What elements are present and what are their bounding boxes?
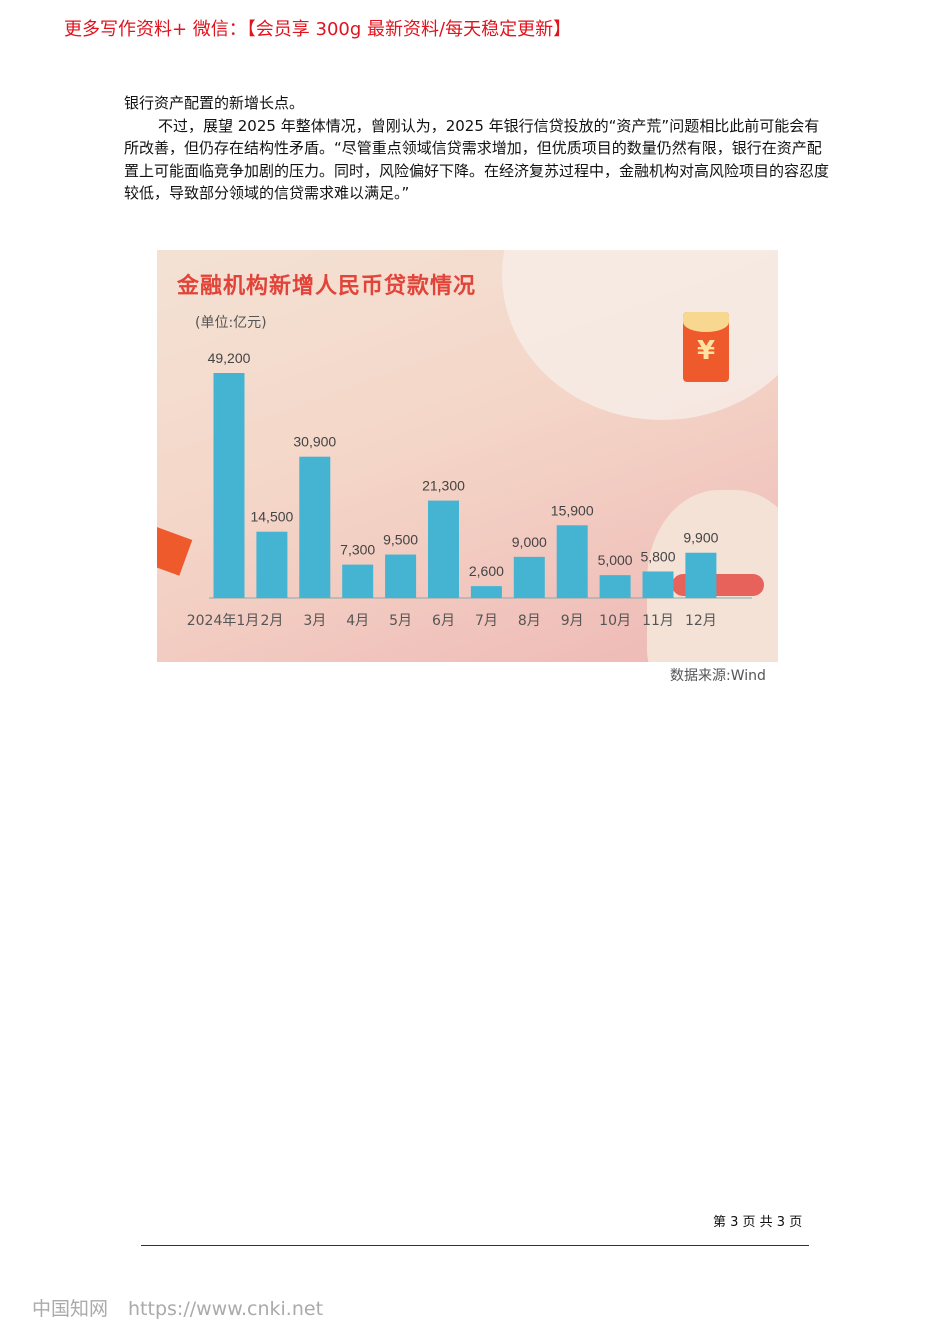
data-label: 5,000: [598, 552, 633, 568]
footer-divider: [141, 1245, 809, 1246]
article-body: 银行资产配置的新增长点。 不过，展望 2025 年整体情况，曾刚认为，2025 …: [124, 92, 830, 205]
page-number: 第 3 页 共 3 页: [713, 1215, 803, 1230]
x-tick-label: 8月: [518, 613, 541, 629]
bar: [642, 571, 674, 598]
data-label: 14,500: [250, 509, 293, 525]
x-tick-label: 10月: [599, 613, 631, 629]
data-label: 9,000: [512, 534, 547, 550]
data-label: 2,600: [469, 563, 504, 579]
bar: [299, 456, 331, 598]
watermark-url: https://www.cnki.net: [128, 1298, 324, 1320]
watermark-site: 中国知网: [32, 1298, 109, 1320]
x-tick-label: 11月: [642, 613, 674, 629]
data-label: 30,900: [293, 434, 336, 450]
data-label: 7,300: [340, 542, 375, 558]
x-tick-label: 9月: [561, 613, 584, 629]
x-tick-label: 12月: [685, 613, 717, 629]
data-label: 49,200: [208, 350, 251, 366]
bar: [556, 525, 588, 598]
bar: [342, 564, 374, 598]
watermark: 中国知网 https://www.cnki.net: [32, 1294, 343, 1321]
data-label: 5,800: [640, 548, 675, 564]
promo-banner: 更多写作资料+ 微信：【会员享 300g 最新资料/每天稳定更新】: [64, 19, 572, 40]
bar: [428, 500, 459, 598]
x-tick-label: 2024年1月: [187, 613, 260, 629]
unit-label: (单位:亿元): [195, 315, 267, 331]
bar: [256, 531, 288, 598]
bar: [213, 373, 245, 598]
chart-title: 金融机构新增人民币贷款情况: [177, 274, 477, 299]
bar: [599, 575, 631, 598]
x-tick-label: 3月: [303, 613, 326, 629]
x-tick-label: 7月: [475, 613, 498, 629]
data-label: 9,900: [683, 530, 718, 546]
data-label: 9,500: [383, 532, 418, 548]
bar: [385, 554, 417, 598]
x-tick-label: 5月: [389, 613, 412, 629]
data-label: 21,300: [422, 478, 465, 494]
paragraph: 不过，展望 2025 年整体情况，曾刚认为，2025 年银行信贷投放的“资产荒”…: [124, 116, 830, 203]
bar-plot: 49,200 2024年1月 14,500 2月 30,900 3月 7,300 4月 9,50…: [187, 350, 752, 629]
bar: [685, 552, 717, 598]
x-tick-label: 2月: [260, 613, 283, 629]
red-envelope-icon: ¥: [683, 312, 729, 382]
x-tick-label: 6月: [432, 613, 455, 629]
data-label: 15,900: [551, 502, 594, 518]
paragraph: 银行资产配置的新增长点。: [124, 94, 305, 112]
x-tick-label: 4月: [346, 613, 369, 629]
bar: [470, 586, 502, 598]
data-source: 数据来源:Wind: [670, 668, 766, 684]
loan-chart-image: ¥ 金融机构新增人民币贷款情况 (单位:亿元) 49,200 2024年1月 14,…: [157, 250, 778, 662]
bar: [513, 556, 545, 598]
